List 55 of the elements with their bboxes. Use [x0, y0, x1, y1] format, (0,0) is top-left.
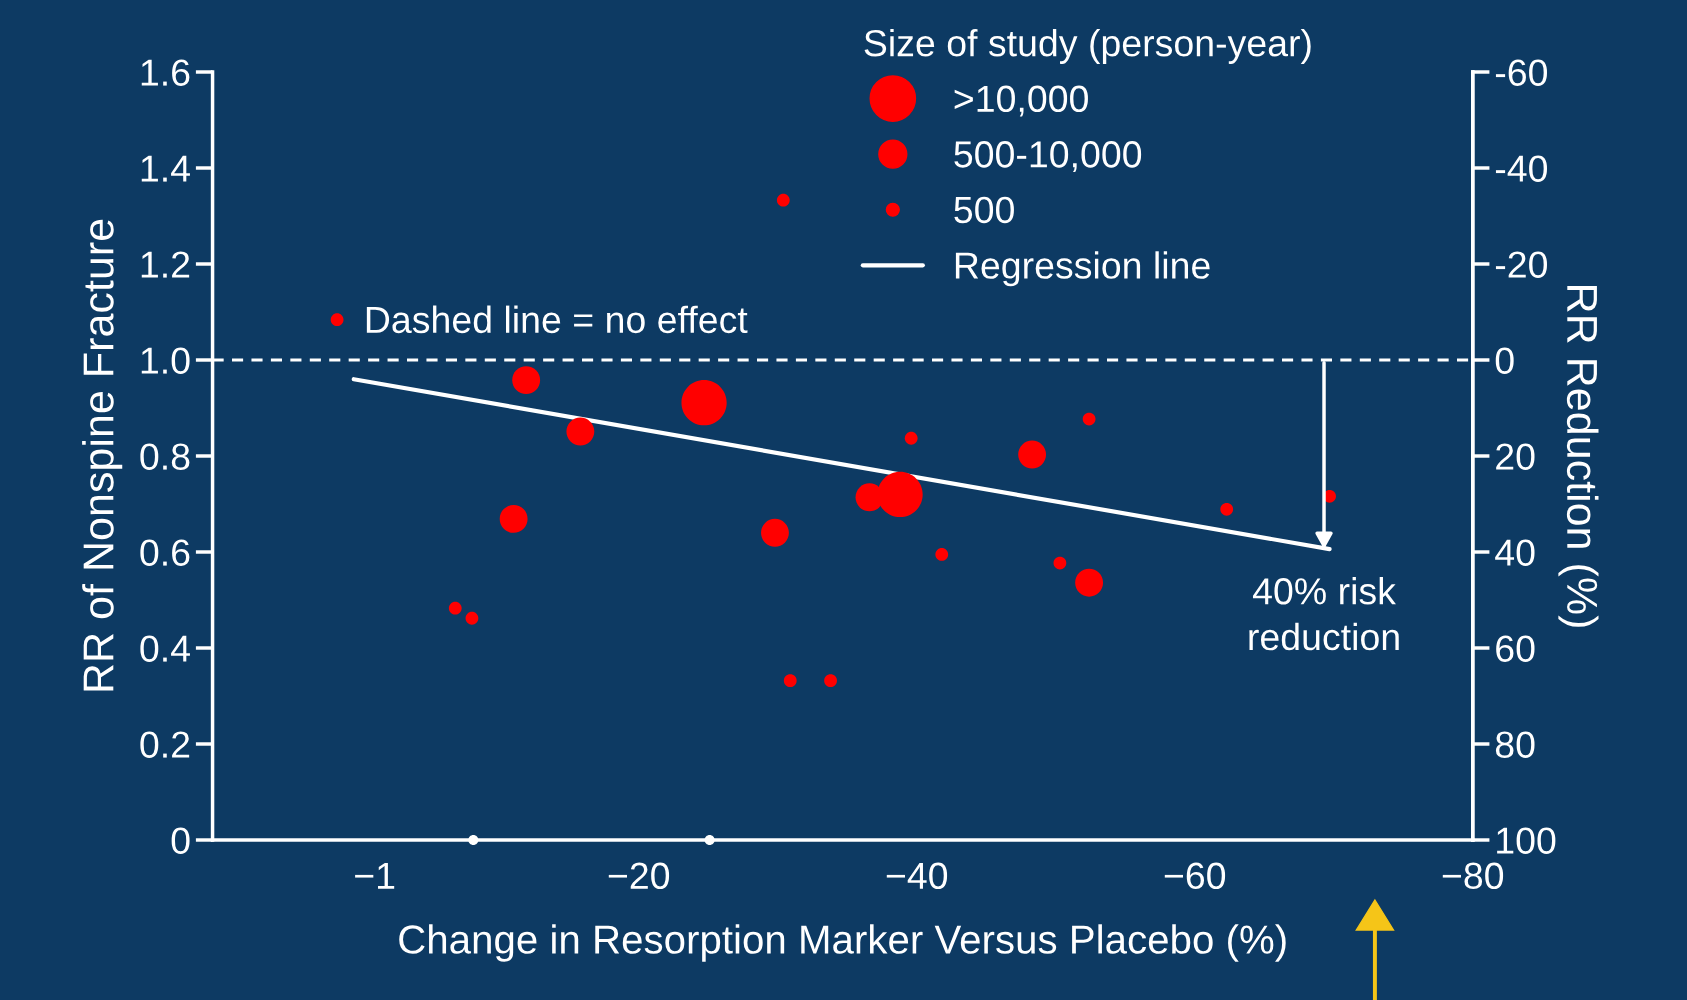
x-tick-label: −1 — [355, 862, 395, 889]
y2-tick-label: 0 — [1495, 347, 1514, 374]
point — [681, 380, 727, 426]
point — [1082, 412, 1096, 426]
point — [1053, 556, 1067, 570]
point — [512, 366, 541, 395]
ref-line-label: Dashed line = no effect — [366, 305, 748, 334]
point — [776, 193, 790, 207]
legend-label: Regression line — [955, 251, 1210, 287]
x-axis-title: Change in Resorption Marker Versus Placebo (%) — [399, 924, 1286, 962]
y-tick-label: 0.2 — [140, 731, 190, 758]
y2-tick-label: -40 — [1495, 155, 1548, 182]
y2-tick-label: 80 — [1495, 731, 1535, 758]
y2-tick-label: 20 — [1496, 443, 1535, 470]
point — [935, 548, 949, 561]
x-tick-label: −40 — [886, 862, 948, 890]
point — [783, 674, 797, 688]
point — [904, 431, 918, 445]
y2-tick-label: 100 — [1497, 827, 1556, 854]
point — [877, 471, 923, 518]
y2-tick-label: -20 — [1495, 251, 1548, 278]
y2-axis-title: RR Reduction (%) — [1558, 286, 1599, 627]
point — [824, 674, 837, 688]
point — [855, 483, 884, 512]
y-axis-title: RR of Nonspine Fracture — [82, 219, 123, 691]
y-tick-label: 1.2 — [141, 251, 190, 278]
legend-title: Size of study (person-year) — [864, 28, 1311, 64]
y-tick-label: 0.6 — [140, 539, 190, 566]
legend-label: 500 — [954, 196, 1014, 224]
annotation: 40% risk reduction — [1249, 577, 1399, 651]
point — [761, 518, 789, 547]
y2-tick-label: 60 — [1496, 635, 1535, 662]
point — [468, 834, 479, 846]
legend-label: 500-10,000 — [954, 141, 1142, 173]
point — [1018, 440, 1047, 469]
point — [1075, 568, 1104, 597]
x-tick-label: −20 — [608, 862, 670, 890]
point — [704, 834, 715, 846]
y2-tick-label: 40 — [1495, 539, 1535, 566]
y-tick-label: 0.4 — [140, 635, 190, 662]
point — [499, 504, 528, 533]
y-tick-label: 0.8 — [140, 443, 190, 470]
x-tick-label: −80 — [1442, 862, 1504, 890]
point — [330, 313, 344, 327]
y-tick-label: 1.0 — [141, 347, 190, 374]
y-tick-label: 1.6 — [141, 59, 190, 86]
point — [465, 611, 479, 625]
y2-tick-label: -60 — [1495, 59, 1548, 86]
point — [448, 601, 462, 615]
y-tick-label: 0 — [171, 827, 190, 854]
point — [566, 417, 595, 446]
x-tick-label: −60 — [1164, 862, 1226, 890]
y-tick-label: 1.4 — [141, 155, 190, 182]
legend-label: >10,000 — [954, 85, 1088, 117]
point — [1220, 502, 1234, 516]
